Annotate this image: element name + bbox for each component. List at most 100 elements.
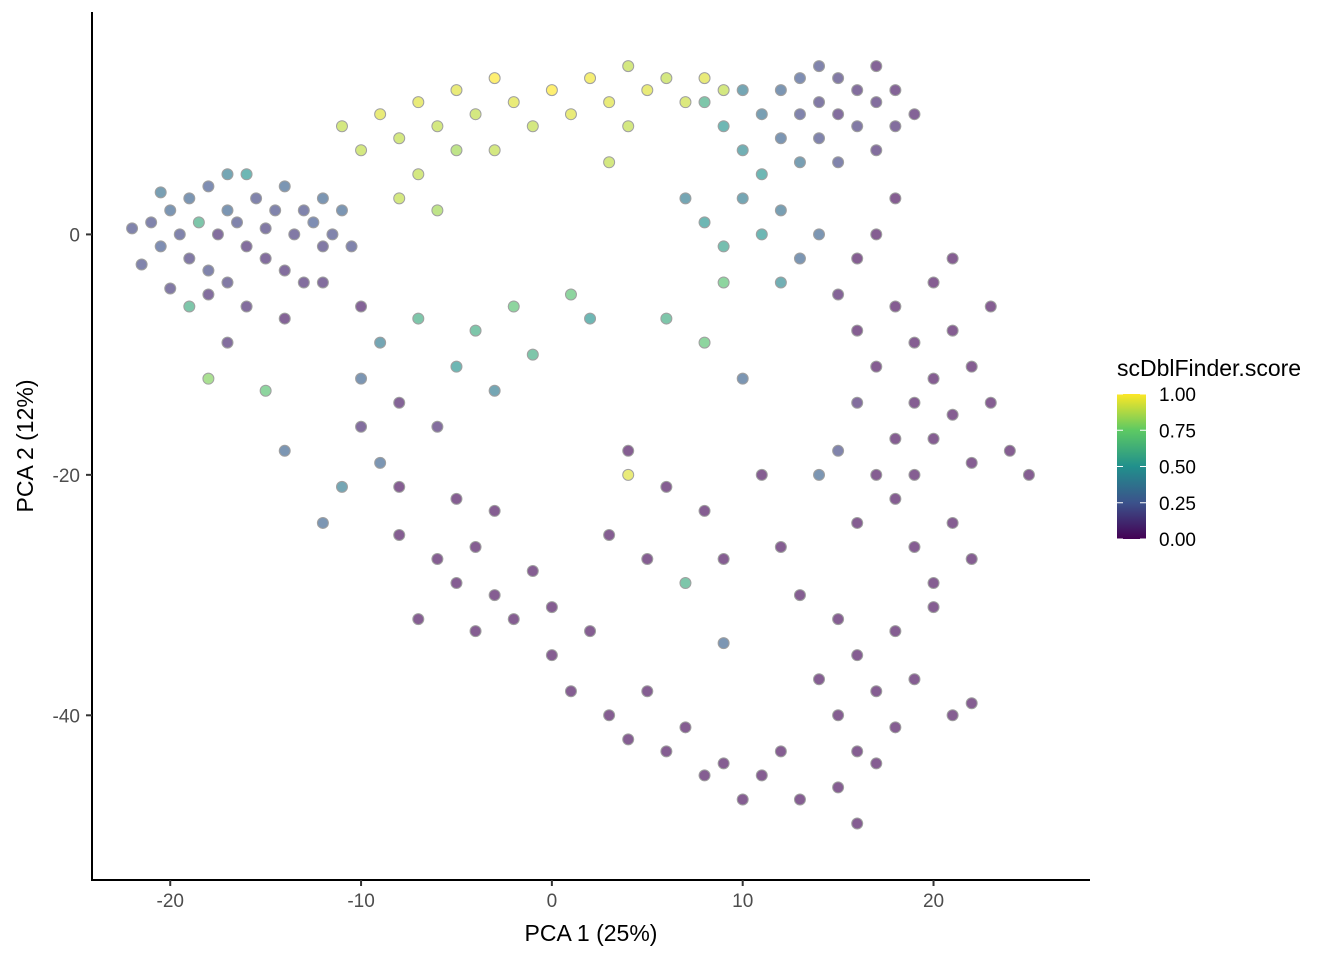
data-point xyxy=(393,132,406,145)
data-point xyxy=(221,168,234,181)
data-point xyxy=(469,540,482,553)
data-point xyxy=(259,384,272,397)
data-point xyxy=(927,577,940,590)
data-point xyxy=(526,565,539,578)
data-point xyxy=(393,480,406,493)
data-point xyxy=(545,649,558,662)
x-tick-label: -20 xyxy=(157,891,184,912)
data-point xyxy=(889,625,902,638)
data-point xyxy=(793,252,806,265)
data-point xyxy=(774,84,787,97)
data-point xyxy=(889,84,902,97)
data-point xyxy=(889,192,902,205)
data-point xyxy=(526,120,539,133)
x-tick-label: 0 xyxy=(547,891,558,912)
data-point xyxy=(126,222,139,235)
data-point xyxy=(469,108,482,121)
data-point xyxy=(717,84,730,97)
data-point xyxy=(832,709,845,722)
data-point xyxy=(545,84,558,97)
data-point xyxy=(469,625,482,638)
data-point xyxy=(813,132,826,145)
data-point xyxy=(393,528,406,541)
data-point xyxy=(851,120,864,133)
data-point xyxy=(927,276,940,289)
data-point xyxy=(507,96,520,109)
data-point xyxy=(908,336,921,349)
data-point xyxy=(870,228,883,241)
data-point xyxy=(698,504,711,517)
data-point xyxy=(603,156,616,169)
data-point xyxy=(946,709,959,722)
data-point xyxy=(698,96,711,109)
data-point xyxy=(927,432,940,445)
data-point xyxy=(870,360,883,373)
data-point xyxy=(164,282,177,295)
data-point xyxy=(679,577,692,590)
data-point xyxy=(488,144,501,157)
y-axis-ticks: 0 -20 -40 xyxy=(53,225,92,727)
data-point xyxy=(431,120,444,133)
data-point xyxy=(622,120,635,133)
data-point xyxy=(851,516,864,529)
data-point xyxy=(345,240,358,253)
data-point xyxy=(450,577,463,590)
data-point xyxy=(851,252,864,265)
data-point xyxy=(908,396,921,409)
data-point xyxy=(660,480,673,493)
data-point xyxy=(851,84,864,97)
data-point xyxy=(851,396,864,409)
data-point xyxy=(374,456,387,469)
data-point xyxy=(564,108,577,121)
data-point xyxy=(450,144,463,157)
colorbar-tick-label: 1.00 xyxy=(1159,385,1196,406)
data-point xyxy=(412,168,425,181)
data-point xyxy=(221,204,234,217)
data-point xyxy=(965,553,978,566)
data-point xyxy=(851,324,864,337)
data-point xyxy=(278,444,291,457)
data-point xyxy=(908,108,921,121)
data-point xyxy=(355,420,368,433)
data-point xyxy=(1003,444,1016,457)
data-point xyxy=(154,240,167,253)
data-point xyxy=(927,601,940,614)
data-point xyxy=(965,697,978,710)
data-point xyxy=(698,216,711,229)
data-point xyxy=(173,228,186,241)
data-point xyxy=(412,96,425,109)
data-point xyxy=(584,312,597,325)
data-point xyxy=(488,504,501,517)
y-tick-label: -20 xyxy=(53,466,80,487)
colorbar-tick-label: 0.00 xyxy=(1159,530,1196,551)
data-point xyxy=(660,745,673,758)
data-point xyxy=(374,108,387,121)
x-tick-label: -10 xyxy=(347,891,374,912)
data-point xyxy=(984,396,997,409)
data-point xyxy=(316,192,329,205)
data-point xyxy=(564,288,577,301)
data-point xyxy=(526,348,539,361)
data-point xyxy=(813,60,826,73)
data-point xyxy=(889,300,902,313)
data-point xyxy=(660,312,673,325)
data-point xyxy=(813,96,826,109)
data-point xyxy=(641,553,654,566)
colorbar-ticks: 1.00 0.75 0.50 0.25 0.00 xyxy=(1117,385,1196,551)
data-point xyxy=(946,252,959,265)
data-point xyxy=(584,72,597,85)
data-point xyxy=(278,312,291,325)
data-point xyxy=(488,72,501,85)
data-point xyxy=(240,168,253,181)
data-point xyxy=(832,444,845,457)
data-point xyxy=(603,709,616,722)
data-point xyxy=(774,540,787,553)
data-point xyxy=(698,769,711,782)
data-point xyxy=(717,637,730,650)
data-point xyxy=(412,312,425,325)
data-point xyxy=(622,60,635,73)
data-point xyxy=(755,228,768,241)
data-point xyxy=(717,240,730,253)
data-point xyxy=(946,516,959,529)
